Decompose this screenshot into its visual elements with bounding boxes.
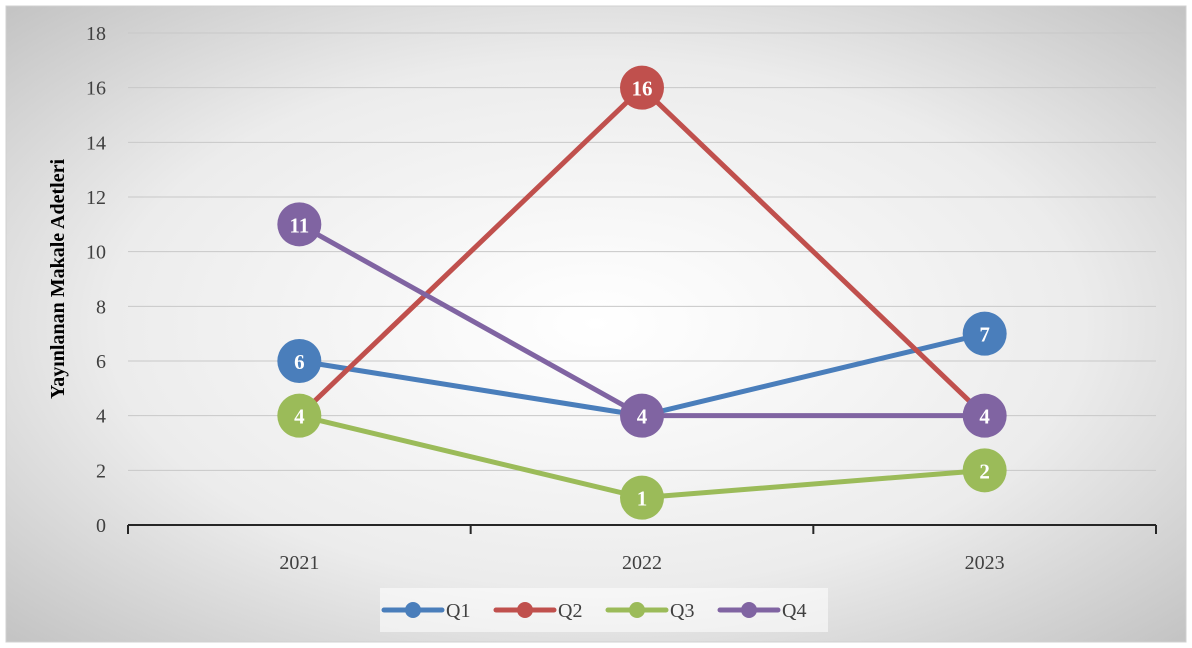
- data-label-bubble: [277, 339, 322, 383]
- y-tick-label: 4: [96, 406, 106, 428]
- legend-item-q1: Q1: [381, 600, 470, 622]
- legend-swatch-marker: [517, 602, 533, 618]
- data-label-q4: 4: [620, 393, 664, 438]
- legend-swatch-marker: [629, 602, 645, 618]
- y-axis-title: Yayınlanan Makale Adetleri: [47, 159, 69, 399]
- y-tick-label: 18: [86, 23, 106, 45]
- x-tick-labels: 2021 2022 2023: [279, 552, 1004, 574]
- data-label-bubble: [277, 202, 322, 247]
- y-tick-label: 6: [96, 351, 106, 373]
- data-label-text: 7: [979, 323, 990, 347]
- data-label-bubble: [620, 65, 664, 110]
- y-tick-label: 8: [96, 296, 106, 318]
- chart-background: [5, 5, 1187, 643]
- legend-label: Q4: [782, 600, 806, 622]
- y-tick-label: 10: [86, 242, 106, 264]
- y-tick-label: 16: [86, 78, 106, 100]
- legend-swatch-marker: [741, 602, 757, 618]
- y-tick-label: 2: [96, 460, 106, 482]
- data-label-q3: 1: [620, 475, 664, 520]
- data-label-q2: 16: [620, 65, 664, 110]
- data-labels: 6 7 16 4 1 2 11 4 4: [277, 65, 1007, 520]
- data-label-text: 6: [294, 350, 305, 374]
- data-label-text: 4: [294, 405, 305, 429]
- data-label-bubble: [962, 311, 1007, 356]
- legend-label: Q2: [558, 600, 582, 622]
- legend-label: Q3: [670, 600, 694, 622]
- data-label-text: 16: [632, 77, 653, 101]
- y-tick-label: 12: [86, 187, 106, 209]
- data-label-text: 4: [637, 405, 648, 429]
- data-label-bubble: [277, 393, 322, 438]
- x-tick-label: 2023: [965, 552, 1005, 574]
- data-label-text: 1: [637, 487, 648, 511]
- legend-label: Q1: [446, 600, 470, 622]
- x-tick-label: 2022: [622, 552, 662, 574]
- data-label-q1: 6: [277, 339, 322, 383]
- data-label-bubble: [962, 448, 1007, 493]
- y-tick-labels: 0 2 4 6 8 10 12 14 16 18: [86, 23, 106, 537]
- data-label-text: 2: [979, 459, 990, 483]
- y-tick-label: 0: [96, 515, 106, 537]
- x-tick-label: 2021: [279, 552, 319, 574]
- legend-item-q2: Q2: [493, 600, 582, 622]
- data-label-text: 4: [979, 405, 990, 429]
- data-label-q4: 4: [962, 393, 1007, 438]
- data-label-bubble: [620, 475, 664, 520]
- legend-item-q4: Q4: [717, 600, 806, 622]
- data-label-q3: 4: [277, 393, 322, 438]
- data-label-q3: 2: [962, 448, 1007, 493]
- data-label-q4: 11: [277, 202, 322, 247]
- legend-swatch-marker: [405, 602, 421, 618]
- y-tick-label: 14: [86, 132, 106, 154]
- legend-item-q3: Q3: [605, 600, 694, 622]
- legend: Q1 Q2 Q3 Q4: [380, 588, 828, 632]
- data-label-bubble: [962, 393, 1007, 438]
- axes: [127, 524, 1157, 534]
- data-label-text: 11: [289, 213, 309, 237]
- data-label-bubble: [620, 393, 664, 438]
- data-label-q1: 7: [962, 311, 1007, 356]
